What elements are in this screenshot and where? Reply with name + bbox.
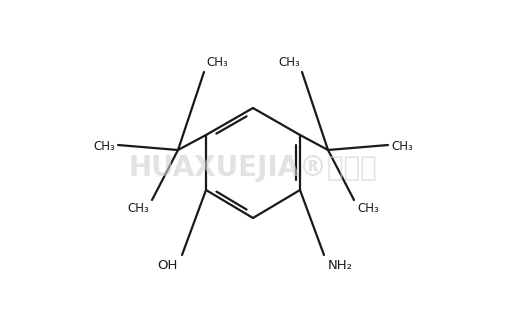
Text: CH₃: CH₃ (93, 139, 115, 152)
Text: CH₃: CH₃ (206, 56, 228, 69)
Text: CH₃: CH₃ (391, 139, 413, 152)
Text: CH₃: CH₃ (127, 202, 149, 215)
Text: OH: OH (158, 259, 178, 272)
Text: NH₂: NH₂ (328, 259, 353, 272)
Text: CH₃: CH₃ (357, 202, 379, 215)
Text: CH₃: CH₃ (278, 56, 300, 69)
Text: HUAXUEJIA®化学加: HUAXUEJIA®化学加 (129, 154, 377, 182)
